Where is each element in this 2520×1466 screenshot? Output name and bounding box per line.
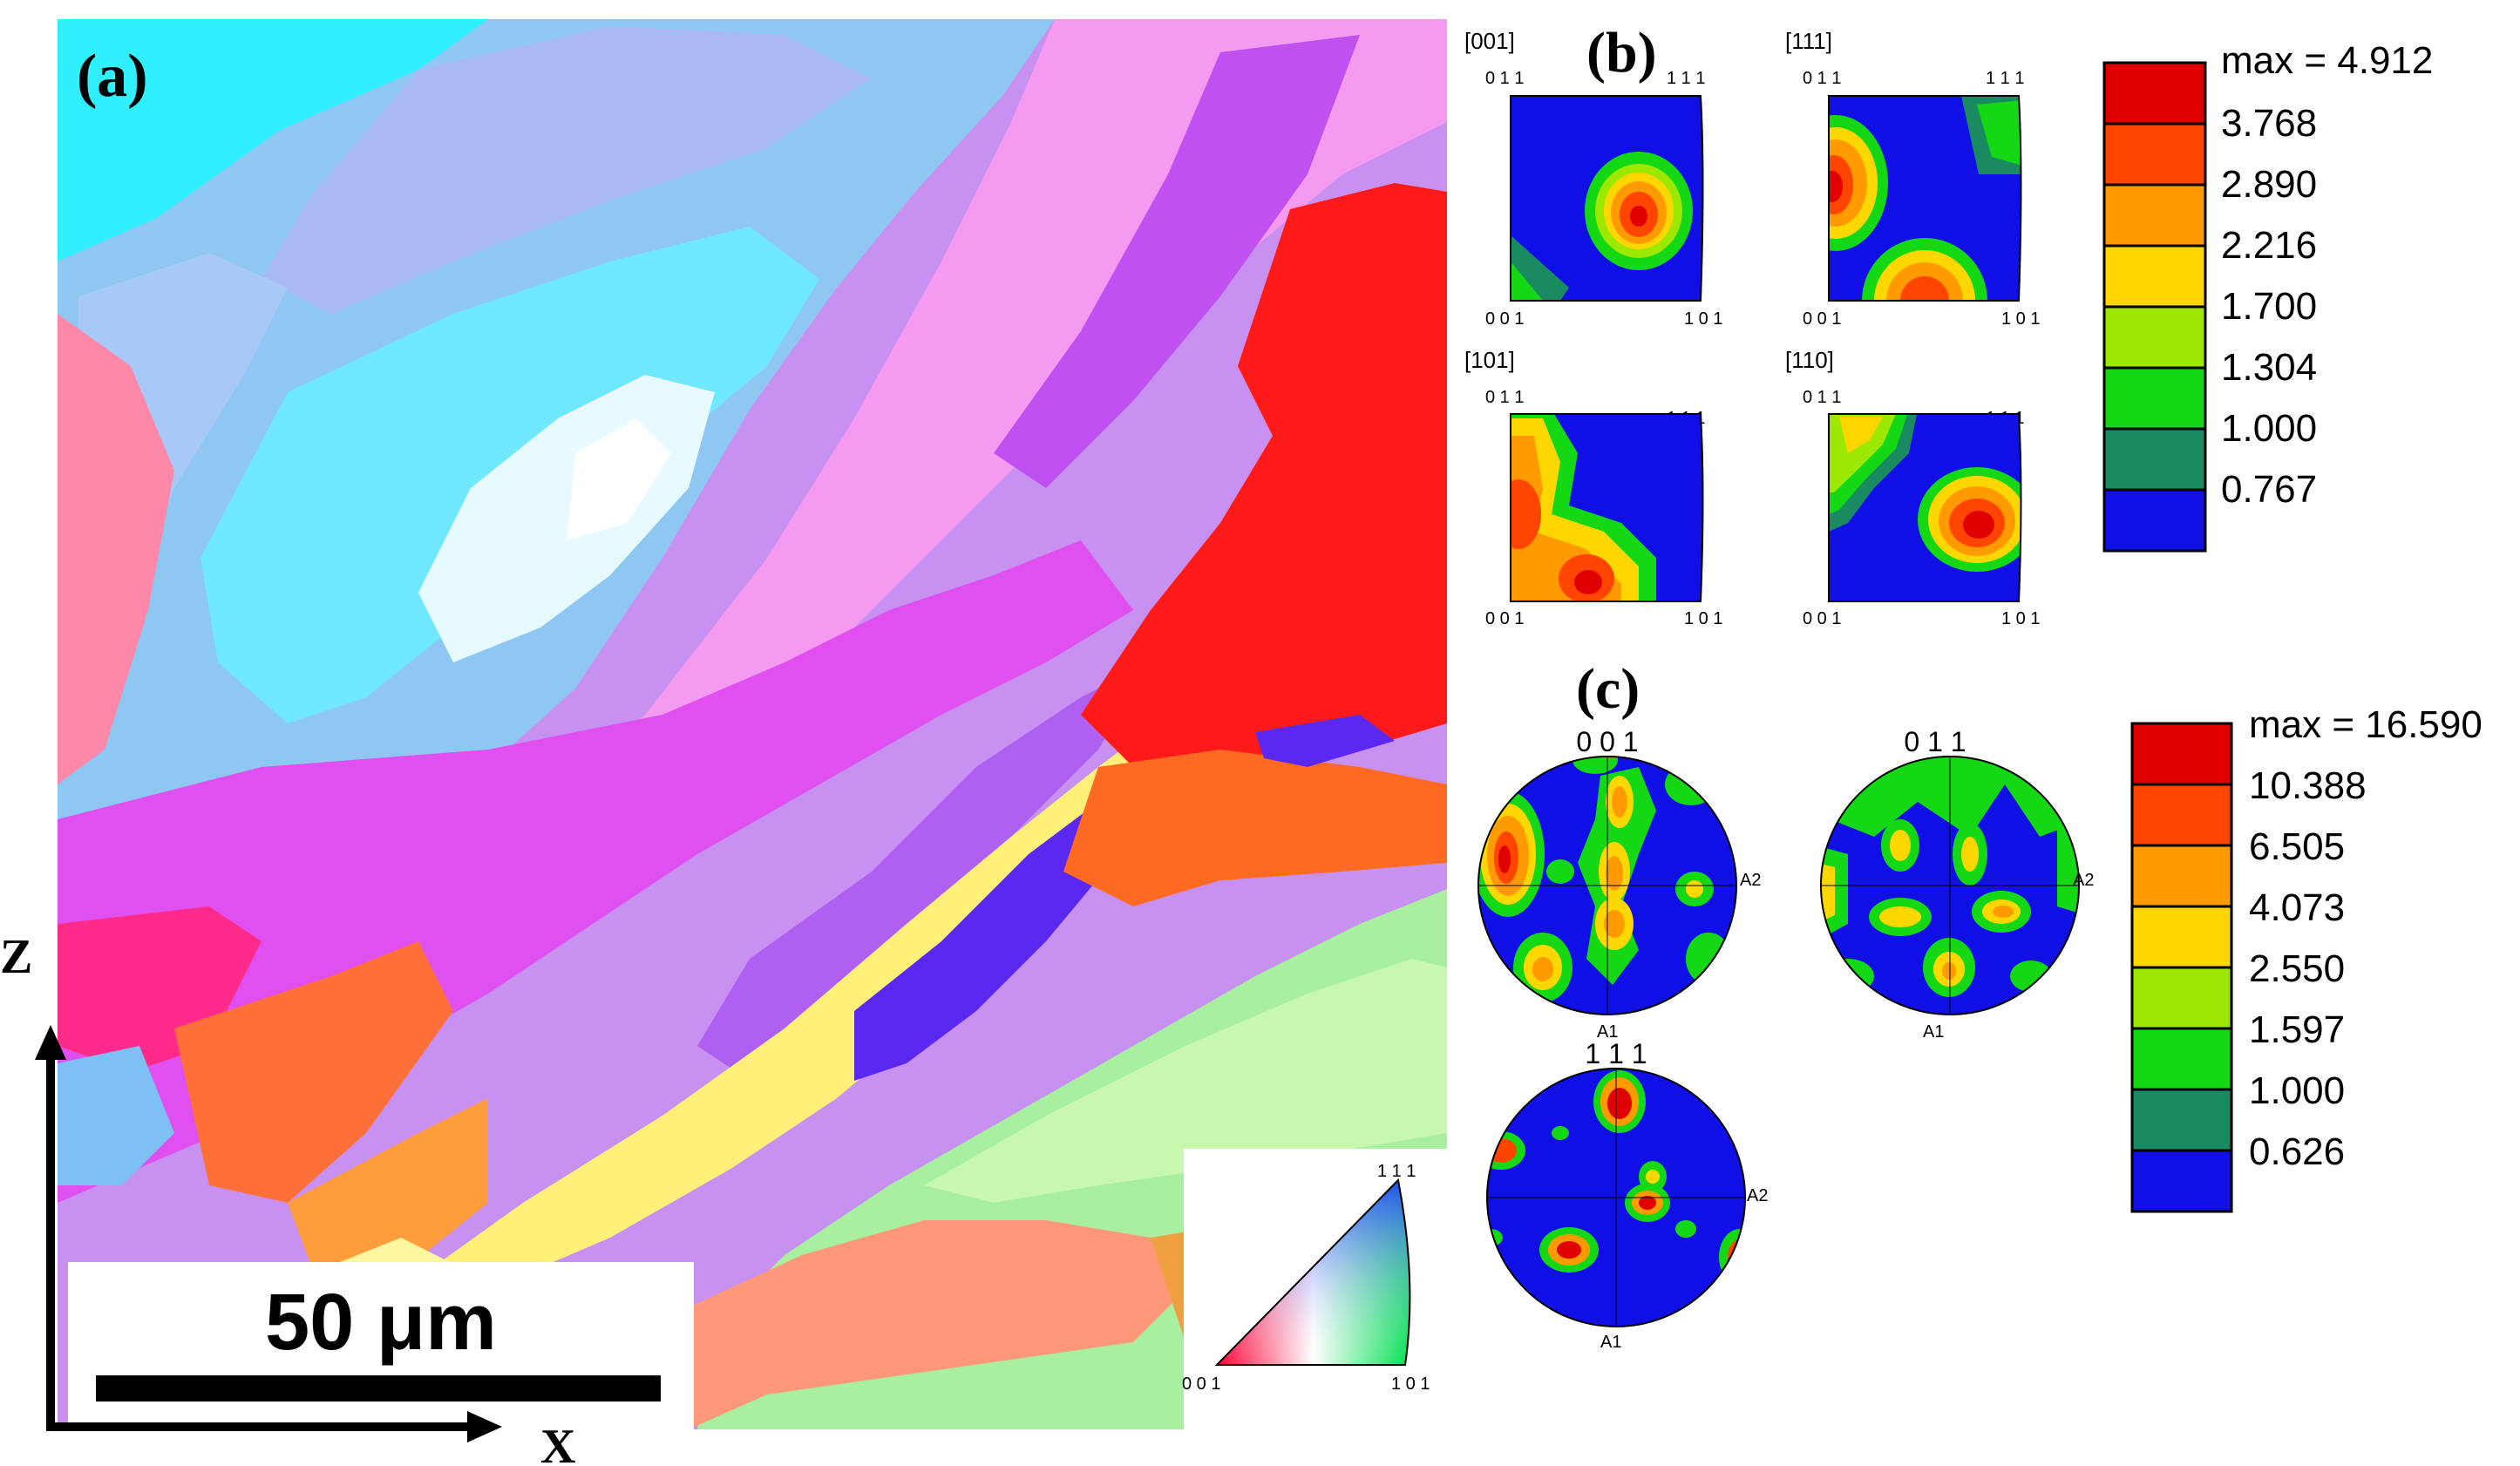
ebsd-map: [58, 19, 1447, 1429]
legend-level: 2.890: [2221, 163, 2317, 206]
corner-label: 1 0 1: [2001, 309, 2040, 329]
pole-figure-011: 0 1 1 A1 A2: [1820, 726, 2094, 1042]
legend-level: 4.073: [2249, 886, 2345, 929]
legend-swatch: [2130, 783, 2233, 847]
sample-axes: Z X: [0, 930, 575, 1466]
legend-swatch: [2102, 305, 2207, 370]
corner-label: 1 1 1: [1986, 69, 2024, 88]
legend-panel-c: max = 16.590 10.388 6.505 4.073 2.550 1.…: [2130, 703, 2483, 1213]
inverse-pole-figure-001: [001] 0 1 1 1 1 1 0 0 1 1 0 1: [1464, 28, 1722, 329]
axis-z-label: Z: [0, 930, 32, 984]
ipf-key-label-left: 0 0 1: [1182, 1374, 1220, 1394]
pf-title: 1 1 1: [1585, 1038, 1647, 1069]
legend-level: 1.000: [2249, 1069, 2345, 1112]
corner-label: 0 1 1: [1803, 388, 1841, 407]
legend-swatch: [2130, 1149, 2233, 1213]
axis-x-label: X: [540, 1420, 575, 1466]
legend-level: 2.550: [2249, 947, 2345, 990]
panel-c-label: (c): [1576, 657, 1640, 721]
corner-label: 0 0 1: [1485, 309, 1524, 329]
legend-level: 1.000: [2221, 407, 2317, 450]
ipf-title: [001]: [1464, 28, 1515, 54]
pole-figure-111: 1 1 1 A1 A2: [1486, 1038, 1768, 1352]
corner-label: 1 0 1: [1684, 609, 1722, 628]
ipf-title: [101]: [1464, 347, 1515, 373]
legend-swatch: [2130, 722, 2233, 786]
legend-swatch: [2102, 122, 2207, 187]
pole-figure-001: 0 0 1 A1 A2: [1477, 726, 1761, 1042]
corner-label: 1 1 1: [1667, 69, 1705, 88]
legend-swatch: [2130, 844, 2233, 908]
pf-axis-a1: A1: [1923, 1022, 1944, 1042]
panel-a-label: (a): [77, 43, 148, 110]
legend-level: 0.767: [2221, 468, 2317, 511]
legend-max: max = 4.912: [2221, 39, 2433, 82]
legend-swatch: [2102, 488, 2207, 553]
pf-title: 0 1 1: [1904, 726, 1966, 757]
pf-axis-a1: A1: [1597, 1022, 1618, 1042]
panel-b-label: (b): [1586, 21, 1657, 85]
legend-level: 1.700: [2221, 285, 2317, 328]
legend-swatch: [2102, 427, 2207, 492]
corner-label: 0 1 1: [1485, 388, 1524, 407]
inverse-pole-figure-101: [101] 0 1 1 1 1 1 0 0 1 1 0 1: [1464, 347, 1722, 628]
inverse-pole-figure-110: [110] 0 1 1 1 1 1 0 0 1 1 0 1: [1785, 347, 2040, 628]
legend-swatch: [2102, 61, 2207, 126]
ipf-title: [110]: [1785, 347, 1834, 373]
legend-swatch: [2130, 1027, 2233, 1091]
ipf-title: [111]: [1785, 28, 1832, 54]
ipf-color-key: 1 1 1 0 0 1 1 0 1: [1182, 1149, 1447, 1429]
corner-label: 0 0 1: [1803, 309, 1841, 329]
corner-label: 0 0 1: [1803, 609, 1841, 628]
corner-label: 1 0 1: [2001, 609, 2040, 628]
ipf-key-label-right: 1 0 1: [1391, 1374, 1430, 1394]
pf-title: 0 0 1: [1576, 726, 1638, 757]
scale-bar-label: 50 μm: [265, 1278, 497, 1367]
inverse-pole-figure-111: [111] 0 1 1 1 1 1 0 0 1 1 0 1: [1785, 28, 2040, 329]
legend-swatch: [2130, 966, 2233, 1030]
corner-label: 0 0 1: [1485, 609, 1524, 628]
legend-level: 2.216: [2221, 224, 2317, 267]
legend-swatch: [2130, 905, 2233, 969]
ipf-key-label-top: 1 1 1: [1377, 1162, 1416, 1181]
legend-level: 10.388: [2249, 764, 2367, 807]
scale-bar: 50 μm: [68, 1262, 694, 1429]
legend-level: 1.597: [2249, 1008, 2345, 1051]
legend-level: 1.304: [2221, 346, 2317, 389]
corner-label: 0 1 1: [1485, 69, 1524, 88]
legend-swatch: [2102, 183, 2207, 248]
corner-label: 1 0 1: [1684, 309, 1722, 329]
pf-axis-a2: A2: [2073, 871, 2094, 890]
legend-max: max = 16.590: [2249, 703, 2483, 746]
corner-label: 0 1 1: [1803, 69, 1841, 88]
pf-axis-a2: A2: [1740, 871, 1761, 890]
legend-level: 0.626: [2249, 1130, 2345, 1173]
legend-level: 6.505: [2249, 825, 2345, 868]
legend-level: 3.768: [2221, 102, 2317, 145]
legend-swatch: [2130, 1088, 2233, 1152]
pf-axis-a1: A1: [1600, 1333, 1621, 1352]
pf-axis-a2: A2: [1747, 1186, 1768, 1205]
legend-panel-b: max = 4.912 3.768 2.890 2.216 1.700 1.30…: [2102, 39, 2433, 553]
legend-swatch: [2102, 244, 2207, 309]
legend-swatch: [2102, 366, 2207, 431]
